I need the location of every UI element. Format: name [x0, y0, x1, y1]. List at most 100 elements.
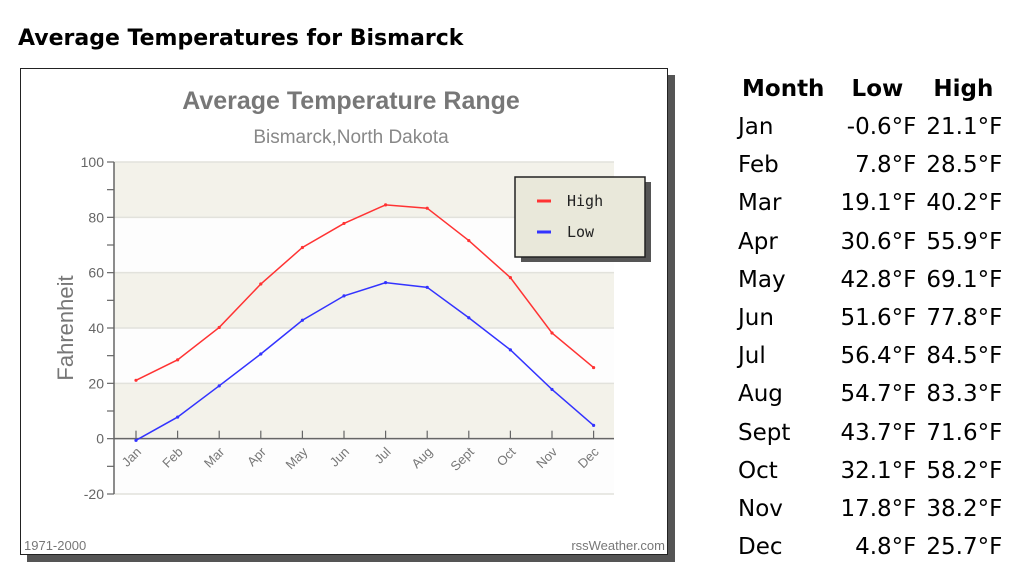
plot-band	[114, 328, 614, 384]
footer-period: 1971-2000	[24, 538, 86, 553]
footer-source: rssWeather.com	[571, 538, 665, 553]
plot-band	[114, 438, 614, 494]
table-row: May 42.8°F 69.1°F	[732, 261, 1006, 299]
column-header-high: High	[933, 76, 994, 102]
table-row: Nov 17.8°F 38.2°F	[732, 490, 1006, 528]
legend-label-low: Low	[567, 223, 595, 241]
series-line-low	[135, 281, 595, 441]
month-cell: Aug	[738, 381, 783, 408]
low-cell: 7.8°F	[855, 152, 917, 179]
y-tick-label: 100	[81, 154, 105, 170]
table-row: Apr 30.6°F 55.9°F	[732, 223, 1006, 261]
low-cell: 17.8°F	[840, 495, 917, 522]
table-row: Aug 54.7°F 83.3°F	[732, 375, 1006, 413]
table-row: Feb 7.8°F 28.5°F	[732, 146, 1006, 184]
y-axis-label: Fahrenheit	[53, 275, 78, 380]
table-row: Mar 19.1°F 40.2°F	[732, 184, 1006, 222]
month-cell: Mar	[738, 190, 782, 217]
data-point-low	[134, 438, 138, 442]
low-cell: 54.7°F	[840, 381, 917, 408]
chart-subtitle: Bismarck,North Dakota	[253, 127, 449, 148]
data-point-high	[467, 238, 471, 243]
month-cell: Jan	[738, 114, 774, 141]
month-cell: Feb	[738, 152, 779, 179]
data-point-low	[592, 423, 596, 427]
high-cell: 21.1°F	[926, 114, 1003, 141]
data-point-high	[508, 276, 512, 280]
data-point-low	[425, 285, 429, 289]
data-point-high	[300, 245, 304, 250]
y-tick-label: 60	[88, 265, 104, 281]
high-cell: 77.8°F	[926, 305, 1003, 332]
data-point-low	[342, 294, 346, 298]
month-cell: Jul	[738, 343, 766, 370]
data-point-low	[259, 352, 263, 356]
plot-band	[114, 272, 614, 328]
y-tick-label: -20	[84, 486, 104, 502]
plot-band	[114, 383, 614, 439]
low-cell: 51.6°F	[840, 305, 917, 332]
table-row: Sept 43.7°F 71.6°F	[732, 414, 1006, 452]
data-point-low	[176, 415, 180, 419]
high-cell: 83.3°F	[926, 381, 1003, 408]
data-point-high	[425, 206, 429, 210]
month-cell: Dec	[738, 534, 783, 561]
data-point-high	[176, 358, 180, 362]
chart-title: Average Temperature Range	[182, 87, 520, 115]
legend-box	[514, 176, 646, 258]
data-point-low	[550, 387, 554, 392]
month-cell: Apr	[738, 228, 778, 255]
data-point-high	[134, 378, 138, 382]
low-cell: 19.1°F	[840, 190, 917, 217]
low-cell: 56.4°F	[840, 343, 917, 370]
table-row: Jun 51.6°F 77.8°F	[732, 299, 1006, 337]
series-line-high	[135, 204, 595, 381]
high-cell: 25.7°F	[926, 534, 1003, 561]
data-point-high	[217, 325, 221, 330]
y-tick-label: 80	[88, 209, 104, 225]
high-cell: 38.2°F	[926, 495, 1003, 522]
month-cell: May	[738, 266, 786, 293]
table-row: Jul 56.4°F 84.5°F	[732, 337, 1006, 375]
data-point-high	[384, 203, 388, 207]
high-cell: 71.6°F	[926, 419, 1003, 446]
data-point-high	[592, 365, 596, 370]
data-point-high	[259, 282, 263, 286]
high-cell: 40.2°F	[926, 190, 1003, 217]
month-cell: Oct	[738, 457, 778, 484]
high-cell: 84.5°F	[926, 343, 1003, 370]
low-cell: 30.6°F	[840, 228, 917, 255]
low-cell: 32.1°F	[840, 457, 917, 484]
y-tick-label: 0	[96, 431, 104, 447]
y-tick-label: 40	[88, 320, 104, 336]
data-point-low	[467, 316, 471, 320]
month-cell: Sept	[738, 419, 791, 446]
temperature-chart: 100 80 60 40 20 0 -20 Jan Feb Mar Apr May Jun Jul Aug S…	[20, 68, 668, 555]
data-point-low	[384, 281, 388, 285]
low-cell: 4.8°F	[855, 534, 917, 561]
y-tick-label: 20	[88, 375, 104, 391]
high-cell: 55.9°F	[926, 228, 1003, 255]
table-header-row: Month Low High	[732, 70, 1006, 108]
data-point-high	[550, 331, 554, 335]
data-point-high	[342, 221, 346, 226]
low-cell: 42.8°F	[840, 266, 917, 293]
high-cell: 69.1°F	[926, 266, 1003, 293]
month-cell: Nov	[738, 495, 783, 522]
temperature-table: Month Low High Jan -0.6°F 21.1°F Feb 7.8°F 28.5…	[732, 70, 1006, 566]
data-point-low	[508, 348, 512, 352]
table-row: Oct 32.1°F 58.2°F	[732, 452, 1006, 490]
low-cell: 43.7°F	[840, 419, 917, 446]
page-title: Average Temperatures for Bismarck	[18, 26, 464, 51]
low-cell: -0.6°F	[846, 114, 917, 141]
data-point-low	[217, 384, 221, 388]
column-header-low: Low	[851, 76, 904, 102]
table-row: Dec 4.8°F 25.7°F	[732, 528, 1006, 566]
data-point-low	[300, 318, 304, 322]
table-row: Jan -0.6°F 21.1°F	[732, 108, 1006, 146]
high-cell: 28.5°F	[926, 152, 1003, 179]
legend-label-high: High	[567, 192, 603, 210]
column-header-month: Month	[742, 76, 825, 102]
high-cell: 58.2°F	[926, 457, 1003, 484]
